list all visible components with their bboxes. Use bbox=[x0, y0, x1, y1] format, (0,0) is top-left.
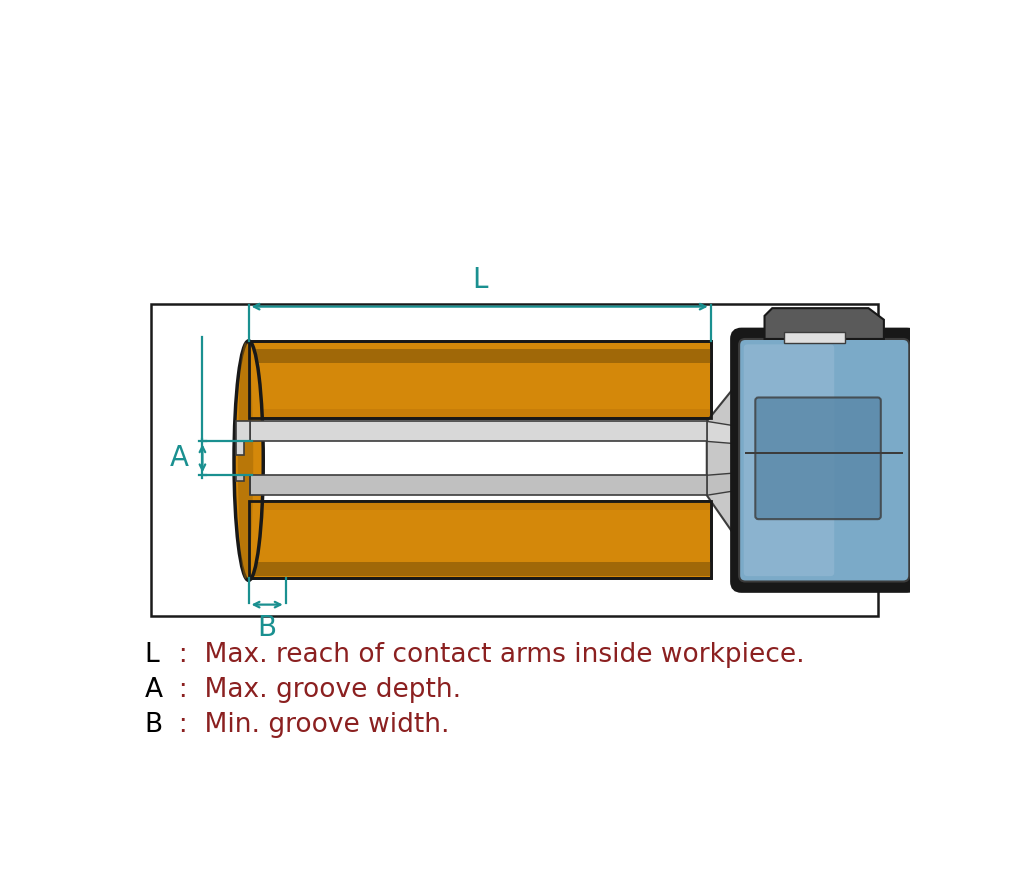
Ellipse shape bbox=[238, 343, 254, 579]
Bar bbox=[248, 501, 711, 578]
Text: L: L bbox=[472, 267, 488, 295]
Polygon shape bbox=[707, 421, 745, 445]
FancyBboxPatch shape bbox=[755, 398, 881, 519]
Bar bbox=[248, 349, 711, 363]
FancyBboxPatch shape bbox=[743, 344, 835, 576]
Text: B: B bbox=[145, 712, 163, 739]
Bar bbox=[248, 341, 711, 419]
Polygon shape bbox=[236, 475, 250, 496]
FancyBboxPatch shape bbox=[739, 339, 910, 581]
Bar bbox=[250, 421, 707, 441]
Text: :  Min. groove width.: : Min. groove width. bbox=[161, 712, 449, 739]
Text: L: L bbox=[145, 642, 159, 668]
Text: A: A bbox=[145, 677, 162, 703]
Bar bbox=[248, 501, 711, 578]
FancyBboxPatch shape bbox=[732, 329, 917, 591]
Polygon shape bbox=[765, 309, 884, 339]
Bar bbox=[151, 304, 878, 616]
Bar bbox=[248, 341, 711, 419]
Polygon shape bbox=[707, 472, 745, 496]
Text: :  Max. reach of contact arms inside workpiece.: : Max. reach of contact arms inside work… bbox=[161, 642, 804, 668]
Bar bbox=[248, 409, 711, 417]
Text: :  Max. groove depth.: : Max. groove depth. bbox=[161, 677, 460, 703]
Ellipse shape bbox=[234, 341, 264, 580]
Text: B: B bbox=[258, 614, 277, 642]
Bar bbox=[784, 332, 846, 343]
Polygon shape bbox=[236, 421, 250, 455]
Bar bbox=[745, 452, 903, 454]
Text: A: A bbox=[169, 444, 189, 472]
Polygon shape bbox=[707, 373, 745, 551]
Bar bbox=[248, 503, 711, 510]
Bar bbox=[250, 475, 707, 496]
Bar bbox=[248, 562, 711, 576]
